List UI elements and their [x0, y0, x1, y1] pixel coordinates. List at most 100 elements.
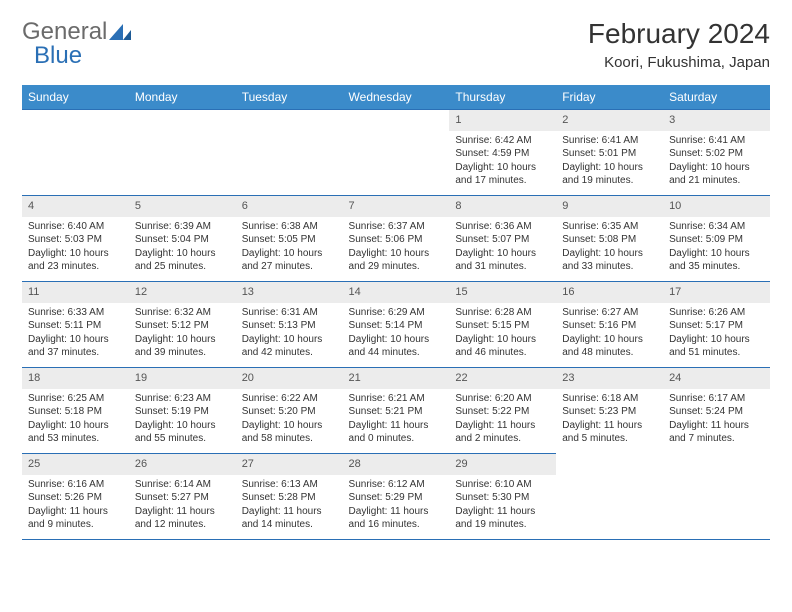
daylight-text: Daylight: 10 hours and 33 minutes. — [562, 247, 657, 274]
sunset-text: Sunset: 5:08 PM — [562, 233, 657, 247]
day-details: Sunrise: 6:14 AMSunset: 5:27 PMDaylight:… — [129, 475, 236, 538]
sunset-text: Sunset: 5:24 PM — [669, 405, 764, 419]
day-number: 28 — [343, 454, 450, 475]
calendar-day-cell: 8Sunrise: 6:36 AMSunset: 5:07 PMDaylight… — [449, 196, 556, 282]
day-number: 8 — [449, 196, 556, 217]
day-number: 29 — [449, 454, 556, 475]
sunset-text: Sunset: 5:13 PM — [242, 319, 337, 333]
daylight-text: Daylight: 10 hours and 27 minutes. — [242, 247, 337, 274]
sunrise-text: Sunrise: 6:31 AM — [242, 306, 337, 320]
sunset-text: Sunset: 5:17 PM — [669, 319, 764, 333]
day-details: Sunrise: 6:29 AMSunset: 5:14 PMDaylight:… — [343, 303, 450, 366]
sunrise-text: Sunrise: 6:41 AM — [562, 134, 657, 148]
day-number-empty — [22, 110, 129, 131]
day-number: 21 — [343, 368, 450, 389]
daylight-text: Daylight: 10 hours and 29 minutes. — [349, 247, 444, 274]
location: Koori, Fukushima, Japan — [588, 54, 770, 71]
day-details: Sunrise: 6:38 AMSunset: 5:05 PMDaylight:… — [236, 217, 343, 280]
sunrise-text: Sunrise: 6:33 AM — [28, 306, 123, 320]
day-details: Sunrise: 6:42 AMSunset: 4:59 PMDaylight:… — [449, 131, 556, 194]
sunset-text: Sunset: 5:18 PM — [28, 405, 123, 419]
calendar-day-cell: 3Sunrise: 6:41 AMSunset: 5:02 PMDaylight… — [663, 110, 770, 196]
calendar-week-row: 18Sunrise: 6:25 AMSunset: 5:18 PMDayligh… — [22, 368, 770, 454]
sunset-text: Sunset: 5:14 PM — [349, 319, 444, 333]
day-details: Sunrise: 6:39 AMSunset: 5:04 PMDaylight:… — [129, 217, 236, 280]
sunset-text: Sunset: 5:11 PM — [28, 319, 123, 333]
sunrise-text: Sunrise: 6:26 AM — [669, 306, 764, 320]
day-number: 20 — [236, 368, 343, 389]
sunrise-text: Sunrise: 6:21 AM — [349, 392, 444, 406]
calendar-week-row: 25Sunrise: 6:16 AMSunset: 5:26 PMDayligh… — [22, 454, 770, 540]
header: General February 2024 Koori, Fukushima, … — [22, 18, 770, 71]
sunrise-text: Sunrise: 6:20 AM — [455, 392, 550, 406]
calendar-week-row: 4Sunrise: 6:40 AMSunset: 5:03 PMDaylight… — [22, 196, 770, 282]
sunrise-text: Sunrise: 6:41 AM — [669, 134, 764, 148]
calendar-day-cell: 9Sunrise: 6:35 AMSunset: 5:08 PMDaylight… — [556, 196, 663, 282]
sunset-text: Sunset: 5:04 PM — [135, 233, 230, 247]
sunset-text: Sunset: 5:28 PM — [242, 491, 337, 505]
sunset-text: Sunset: 5:19 PM — [135, 405, 230, 419]
day-number: 19 — [129, 368, 236, 389]
day-number: 24 — [663, 368, 770, 389]
calendar-day-cell: 7Sunrise: 6:37 AMSunset: 5:06 PMDaylight… — [343, 196, 450, 282]
day-number: 23 — [556, 368, 663, 389]
day-details: Sunrise: 6:32 AMSunset: 5:12 PMDaylight:… — [129, 303, 236, 366]
sunrise-text: Sunrise: 6:22 AM — [242, 392, 337, 406]
day-number: 6 — [236, 196, 343, 217]
daylight-text: Daylight: 10 hours and 55 minutes. — [135, 419, 230, 446]
sunset-text: Sunset: 5:05 PM — [242, 233, 337, 247]
sunrise-text: Sunrise: 6:42 AM — [455, 134, 550, 148]
calendar-day-cell: 26Sunrise: 6:14 AMSunset: 5:27 PMDayligh… — [129, 454, 236, 540]
day-details: Sunrise: 6:13 AMSunset: 5:28 PMDaylight:… — [236, 475, 343, 538]
sunrise-text: Sunrise: 6:38 AM — [242, 220, 337, 234]
sunrise-text: Sunrise: 6:23 AM — [135, 392, 230, 406]
day-details: Sunrise: 6:33 AMSunset: 5:11 PMDaylight:… — [22, 303, 129, 366]
daylight-text: Daylight: 10 hours and 51 minutes. — [669, 333, 764, 360]
day-number: 15 — [449, 282, 556, 303]
day-details: Sunrise: 6:41 AMSunset: 5:02 PMDaylight:… — [663, 131, 770, 194]
calendar-day-cell: 13Sunrise: 6:31 AMSunset: 5:13 PMDayligh… — [236, 282, 343, 368]
day-details: Sunrise: 6:35 AMSunset: 5:08 PMDaylight:… — [556, 217, 663, 280]
weekday-header: Tuesday — [236, 85, 343, 110]
sunset-text: Sunset: 5:16 PM — [562, 319, 657, 333]
day-number: 12 — [129, 282, 236, 303]
day-number: 2 — [556, 110, 663, 131]
day-number-empty — [663, 454, 770, 475]
day-number: 14 — [343, 282, 450, 303]
sunrise-text: Sunrise: 6:28 AM — [455, 306, 550, 320]
calendar-day-cell — [22, 110, 129, 196]
sunrise-text: Sunrise: 6:13 AM — [242, 478, 337, 492]
day-number: 18 — [22, 368, 129, 389]
sunset-text: Sunset: 5:01 PM — [562, 147, 657, 161]
daylight-text: Daylight: 11 hours and 9 minutes. — [28, 505, 123, 532]
day-details: Sunrise: 6:23 AMSunset: 5:19 PMDaylight:… — [129, 389, 236, 452]
month-title: February 2024 — [588, 18, 770, 50]
sunset-text: Sunset: 5:21 PM — [349, 405, 444, 419]
sunrise-text: Sunrise: 6:34 AM — [669, 220, 764, 234]
day-number-empty — [236, 110, 343, 131]
daylight-text: Daylight: 11 hours and 2 minutes. — [455, 419, 550, 446]
calendar-day-cell: 28Sunrise: 6:12 AMSunset: 5:29 PMDayligh… — [343, 454, 450, 540]
calendar-day-cell: 18Sunrise: 6:25 AMSunset: 5:18 PMDayligh… — [22, 368, 129, 454]
calendar-day-cell: 6Sunrise: 6:38 AMSunset: 5:05 PMDaylight… — [236, 196, 343, 282]
day-number: 9 — [556, 196, 663, 217]
sunset-text: Sunset: 5:03 PM — [28, 233, 123, 247]
calendar-day-cell: 15Sunrise: 6:28 AMSunset: 5:15 PMDayligh… — [449, 282, 556, 368]
daylight-text: Daylight: 10 hours and 23 minutes. — [28, 247, 123, 274]
calendar-week-row: 11Sunrise: 6:33 AMSunset: 5:11 PMDayligh… — [22, 282, 770, 368]
sunrise-text: Sunrise: 6:18 AM — [562, 392, 657, 406]
day-details: Sunrise: 6:36 AMSunset: 5:07 PMDaylight:… — [449, 217, 556, 280]
calendar-day-cell: 11Sunrise: 6:33 AMSunset: 5:11 PMDayligh… — [22, 282, 129, 368]
calendar-day-cell: 5Sunrise: 6:39 AMSunset: 5:04 PMDaylight… — [129, 196, 236, 282]
sunset-text: Sunset: 5:30 PM — [455, 491, 550, 505]
sunrise-text: Sunrise: 6:27 AM — [562, 306, 657, 320]
day-details: Sunrise: 6:25 AMSunset: 5:18 PMDaylight:… — [22, 389, 129, 452]
calendar-header-row: Sunday Monday Tuesday Wednesday Thursday… — [22, 85, 770, 110]
sunrise-text: Sunrise: 6:12 AM — [349, 478, 444, 492]
calendar-day-cell: 1Sunrise: 6:42 AMSunset: 4:59 PMDaylight… — [449, 110, 556, 196]
daylight-text: Daylight: 10 hours and 46 minutes. — [455, 333, 550, 360]
sunrise-text: Sunrise: 6:17 AM — [669, 392, 764, 406]
calendar-day-cell — [343, 110, 450, 196]
day-number: 26 — [129, 454, 236, 475]
daylight-text: Daylight: 10 hours and 17 minutes. — [455, 161, 550, 188]
